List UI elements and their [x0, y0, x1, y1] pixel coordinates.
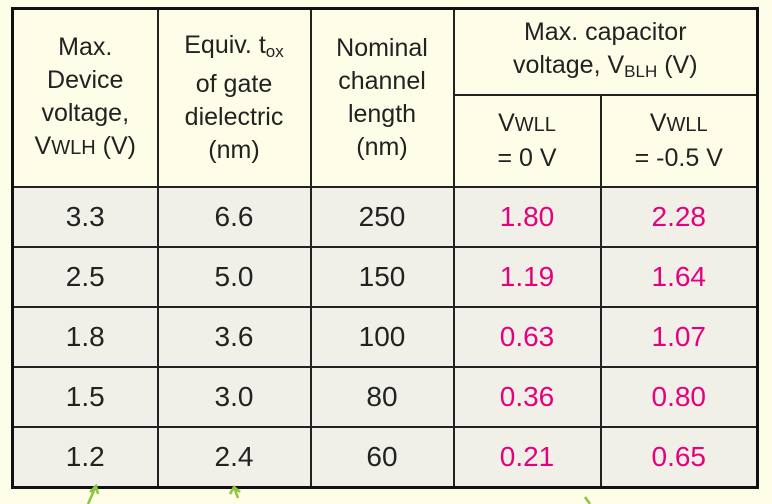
table-cell: 0.21: [452, 425, 602, 488]
table-cell: 6.6: [156, 185, 312, 248]
table-cell: 1.8: [11, 305, 159, 368]
table-cell: 0.80: [599, 365, 759, 428]
table-cell: 60: [309, 425, 455, 488]
table-cell: 1.07: [599, 305, 759, 368]
header-text: = 0 V: [497, 143, 557, 172]
header-text: Equiv. t: [184, 30, 266, 59]
table-cell: 1.19: [452, 245, 602, 308]
header-text: = -0.5 V: [634, 143, 723, 172]
header-text: (V): [664, 50, 698, 79]
table-row: 3.3 6.6 250 1.80 2.28: [11, 185, 759, 248]
arrow: [583, 496, 592, 504]
header-text: Nominal: [336, 33, 428, 62]
header-text: V: [498, 108, 515, 137]
header-text: length: [347, 99, 417, 128]
table-cell: 5.0: [156, 245, 312, 308]
header-cell: Max. capacitor voltage, VBLH (V): [452, 7, 759, 96]
header-text: channel: [338, 66, 426, 95]
header-text: V: [649, 108, 667, 137]
header-text: dielectric: [184, 102, 284, 131]
table-cell: 3.6: [156, 305, 312, 368]
header-cell: Nominal channel length (nm): [309, 7, 455, 188]
header-cell: VWLL = -0.5 V: [599, 93, 759, 188]
header-subscript: BLH: [624, 61, 658, 81]
header-text: Device: [47, 65, 124, 94]
arrow: [86, 483, 100, 504]
table-cell: 250: [309, 185, 455, 248]
header-text: voltage, V: [512, 50, 625, 79]
header-text: Max. capacitor: [523, 17, 687, 46]
table-cell: 80: [309, 365, 455, 428]
data-table: Max. Device voltage, VWLH (V) Equiv. tox…: [11, 7, 759, 489]
header-subscript: ox: [265, 41, 284, 61]
arrow-group: [86, 483, 592, 504]
table-cell: 1.2: [11, 425, 159, 488]
header-cell: VWLL = 0 V: [452, 93, 602, 188]
header-text: V: [34, 131, 52, 160]
table-row: 1.2 2.4 60 0.21 0.65: [11, 425, 759, 488]
table-cell: 1.5: [11, 365, 159, 428]
header-text: (V): [102, 131, 136, 160]
header-text: voltage,: [41, 98, 130, 127]
table-row: 1.5 3.0 80 0.36 0.80: [11, 365, 759, 428]
table-cell: 150: [309, 245, 455, 308]
table-body: 3.3 6.6 250 1.80 2.28 2.5 5.0 150 1.19 1.64 1.8 3.6…: [11, 185, 759, 488]
table-head: Max. Device voltage, VWLH (V) Equiv. tox…: [11, 7, 759, 188]
table-cell: 1.64: [599, 245, 759, 308]
header-text: (nm): [356, 132, 408, 161]
header-text: Max.: [58, 32, 113, 61]
header-subscript: WLL: [514, 113, 556, 136]
header-cell: Max. Device voltage, VWLH (V): [11, 7, 159, 188]
arrow: [228, 485, 241, 499]
header-cell: Equiv. tox of gate dielectric (nm): [156, 7, 312, 188]
table-cell: 0.63: [452, 305, 602, 368]
header-row: Max. Device voltage, VWLH (V) Equiv. tox…: [11, 7, 759, 188]
table-cell: 3.0: [156, 365, 312, 428]
table-cell: 2.28: [599, 185, 759, 248]
table-cell: 0.65: [599, 425, 759, 488]
table-cell: 1.80: [452, 185, 602, 248]
header-text: (nm): [208, 135, 260, 164]
table-cell: 100: [309, 305, 455, 368]
header-row: VWLL = 0 V VWLL = -0.5 V: [13, 93, 759, 188]
header-text: of gate: [195, 69, 273, 98]
table-row: 2.5 5.0 150 1.19 1.64: [11, 245, 759, 308]
table-cell: 3.3: [11, 185, 159, 248]
table-row: 1.8 3.6 100 0.63 1.07: [11, 305, 759, 368]
header-subscript: WLH: [51, 136, 96, 159]
header-subscript: WLL: [666, 113, 708, 136]
table-cell: 0.36: [452, 365, 602, 428]
table-cell: 2.5: [11, 245, 159, 308]
